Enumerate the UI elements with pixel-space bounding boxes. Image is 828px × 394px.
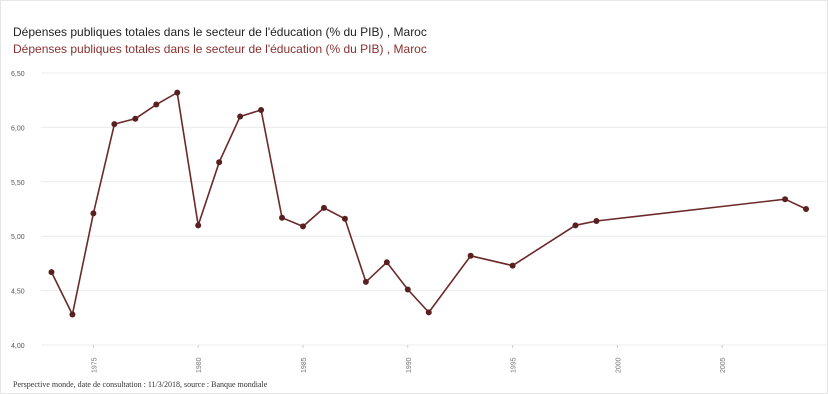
data-point [237, 113, 244, 120]
y-tick-label: 5,50 [11, 180, 25, 187]
data-point [782, 196, 789, 203]
data-point [803, 206, 810, 212]
data-point [509, 262, 516, 269]
data-point [69, 311, 76, 318]
data-point [362, 278, 369, 285]
data-point [48, 269, 55, 276]
data-point [320, 204, 327, 211]
data-point [404, 286, 411, 293]
data-point [383, 259, 390, 266]
data-point [174, 89, 181, 96]
data-point [341, 215, 348, 222]
data-point [593, 217, 600, 224]
x-tick-label: 1995 [511, 357, 518, 373]
data-point [425, 309, 432, 316]
data-point [258, 106, 265, 113]
data-point [111, 121, 118, 128]
data-point [279, 214, 286, 221]
legend-label: Dépenses publiques totales dans le secte… [13, 42, 427, 56]
data-point [90, 210, 97, 217]
data-point [216, 159, 223, 166]
x-tick-label: 1980 [196, 357, 203, 373]
data-point [467, 252, 474, 259]
x-tick-label: 1975 [91, 357, 98, 373]
data-point [300, 223, 306, 230]
x-tick-label: 2005 [720, 357, 727, 373]
data-point [195, 222, 202, 229]
y-tick-label: 6,00 [11, 125, 25, 132]
x-tick-label: 2000 [615, 357, 622, 373]
chart-title: Dépenses publiques totales dans le secte… [13, 25, 427, 39]
series-line [50, 91, 807, 317]
y-tick-label: 6,50 [11, 71, 25, 78]
x-tick-label: 1990 [406, 357, 413, 373]
data-point [153, 101, 160, 108]
y-tick-label: 5,00 [11, 234, 25, 241]
data-point [132, 115, 139, 122]
y-tick-label: 4,50 [11, 289, 25, 296]
source-footer: Perspective monde, date de consultation … [13, 380, 268, 389]
data-point [572, 222, 579, 229]
x-tick-label: 1985 [301, 357, 308, 373]
y-tick-label: 4,00 [11, 343, 25, 350]
